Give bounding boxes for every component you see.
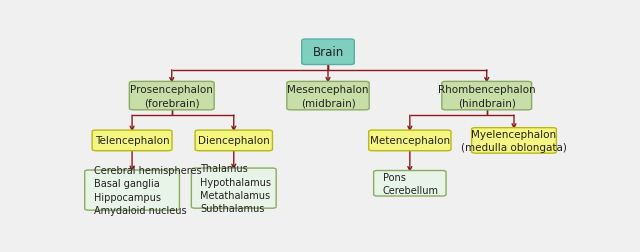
- FancyBboxPatch shape: [442, 82, 532, 110]
- FancyBboxPatch shape: [374, 171, 446, 196]
- FancyBboxPatch shape: [472, 128, 556, 153]
- Text: Brain: Brain: [312, 46, 344, 59]
- FancyBboxPatch shape: [369, 131, 451, 151]
- Text: Pons
Cerebellum: Pons Cerebellum: [383, 172, 438, 195]
- Text: Thalamus
Hypothalamus
Metathalamus
Subthalamus: Thalamus Hypothalamus Metathalamus Subth…: [200, 164, 271, 213]
- FancyBboxPatch shape: [92, 131, 172, 151]
- Text: Metencephalon: Metencephalon: [370, 136, 450, 146]
- Text: Telencephalon: Telencephalon: [95, 136, 170, 146]
- Text: Cerebral hemispheres
Basal ganglia
Hippocampus
Amydaloid nucleus: Cerebral hemispheres Basal ganglia Hippo…: [93, 166, 201, 215]
- FancyBboxPatch shape: [74, 28, 582, 227]
- FancyBboxPatch shape: [301, 40, 355, 65]
- Text: Diencephalon: Diencephalon: [198, 136, 269, 146]
- Text: Mesencephalon
(midbrain): Mesencephalon (midbrain): [287, 85, 369, 108]
- Text: Prosencephalon
(forebrain): Prosencephalon (forebrain): [131, 85, 213, 108]
- FancyBboxPatch shape: [84, 170, 179, 210]
- FancyBboxPatch shape: [191, 168, 276, 208]
- Text: Myelencephalon
(medulla oblongata): Myelencephalon (medulla oblongata): [461, 129, 567, 152]
- Text: Rhombencephalon
(hindbrain): Rhombencephalon (hindbrain): [438, 85, 536, 108]
- FancyBboxPatch shape: [129, 82, 214, 110]
- FancyBboxPatch shape: [287, 82, 369, 110]
- FancyBboxPatch shape: [195, 131, 273, 151]
